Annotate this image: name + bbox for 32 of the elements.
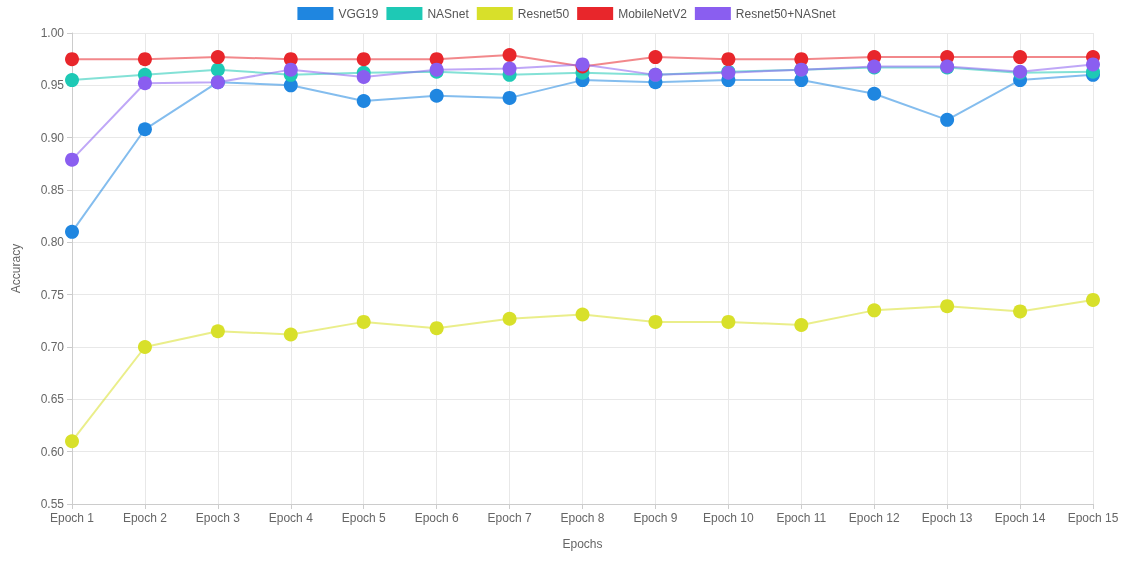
y-tick-label: 0.70 [40,340,65,354]
y-tick-label: 0.90 [40,130,65,145]
x-tick-label: Epoch 15 [1067,511,1119,525]
y-tick-label: 0.80 [40,235,65,250]
y-tick-label: 0.60 [40,444,65,459]
y-tick-label: 1.00 [40,26,65,40]
x-tick-label: Epoch 5 [341,511,387,525]
x-axis-title: Epochs [562,537,603,551]
x-tick-label: Epoch 8 [560,511,605,525]
x-tick-label: Epoch 6 [414,511,459,525]
x-tick-label: Epoch 3 [195,511,241,525]
x-tick-label: Epoch 11 [776,511,827,525]
x-tick-label: Epoch 12 [848,511,900,525]
legend-label: Resnet50+NASnet [735,6,837,21]
y-axis-title: Accuracy [9,243,23,294]
y-tick-label: 0.75 [40,287,65,302]
legend-label: NASnet [427,6,470,21]
x-tick-label: Epoch 10 [703,511,755,525]
x-tick-label: Epoch 2 [122,511,168,525]
y-tick-label: 0.95 [40,78,65,93]
legend-label: Resnet50 [517,6,570,21]
y-tick-label: 0.65 [40,392,65,407]
legend-label: VGG19 [338,6,379,21]
y-tick-label: 0.55 [40,497,65,511]
x-tick-label: Epoch 9 [633,511,678,525]
x-tick-label: Epoch 14 [994,511,1046,525]
x-tick-label: Epoch 1 [49,511,95,525]
legend-label: MobileNetV2 [618,6,688,21]
x-tick-label: Epoch 13 [921,511,973,525]
x-tick-label: Epoch 4 [268,511,314,525]
x-tick-label: Epoch 7 [487,511,532,525]
y-tick-label: 0.85 [40,183,65,197]
